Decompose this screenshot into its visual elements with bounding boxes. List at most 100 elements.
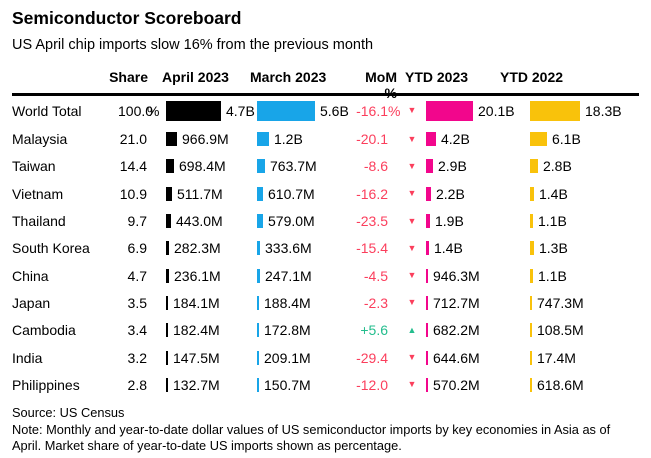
mom-percent-value: -16.2 (356, 185, 388, 202)
share-value: 9.7 (127, 213, 147, 230)
ytd-2023-cell: 1.9B (426, 213, 530, 229)
ytd-2023-bar (426, 323, 428, 338)
march-2023-cell: 610.7M (257, 186, 348, 202)
ytd-2022-bar (530, 323, 532, 338)
march-2023-bar (257, 100, 315, 121)
ytd-2023-value: 2.2B (436, 185, 465, 202)
mom-percent-value: -4.5 (363, 267, 388, 284)
march-2023-cell: 188.4M (257, 295, 348, 311)
mom-percent-value: -16.1% (356, 102, 401, 119)
ytd-2023-cell: 570.2M (426, 377, 530, 393)
country-label: Cambodia (12, 322, 76, 339)
column-header-share: Share (109, 69, 148, 85)
ytd-2022-bar (530, 295, 532, 310)
chart-footer: Source: US Census Note: Monthly and year… (0, 405, 651, 455)
march-2023-bar (257, 268, 260, 283)
table-row: Malaysia 21.0 966.9M 1.2B -20.1 ▼ 4.2B 6… (0, 126, 651, 153)
ytd-2023-bar (426, 159, 433, 174)
march-2023-value: 579.0M (268, 213, 315, 230)
march-2023-cell: 209.1M (257, 350, 348, 366)
ytd-2023-cell: 20.1B (426, 100, 530, 121)
april-2023-bar (166, 100, 221, 121)
share-value: 4.7 (127, 267, 147, 284)
april-2023-cell: 4.7B (166, 100, 257, 121)
ytd-2023-cell: 644.6M (426, 350, 530, 366)
column-header-march-2023: March 2023 (250, 69, 327, 85)
april-2023-bar (166, 214, 171, 229)
ytd-2022-value: 1.1B (538, 267, 567, 284)
april-2023-value: 147.5M (173, 349, 220, 366)
april-2023-value: 282.3M (174, 240, 221, 257)
ytd-2023-cell: 2.9B (426, 158, 530, 174)
march-2023-cell: 172.8M (257, 322, 348, 338)
april-2023-cell: 132.7M (166, 377, 257, 393)
header-divider-rule (12, 93, 639, 96)
ytd-2023-cell: 682.2M (426, 322, 530, 338)
ytd-2022-cell: 17.4M (530, 350, 651, 366)
country-label: Malaysia (12, 131, 68, 148)
mom-percent-value: -20.1 (356, 131, 388, 148)
march-2023-value: 333.6M (265, 240, 312, 257)
april-2023-bar (166, 132, 177, 147)
april-2023-value: 511.7M (177, 185, 223, 202)
ytd-2023-value: 20.1B (478, 102, 515, 119)
ytd-2022-cell: 1.1B (530, 213, 651, 229)
march-2023-bar (257, 323, 259, 338)
march-2023-cell: 1.2B (257, 131, 348, 147)
triangle-down-icon: ▼ (407, 270, 417, 281)
march-2023-bar (257, 214, 263, 229)
ytd-2022-value: 618.6M (537, 376, 584, 393)
triangle-down-icon: ▼ (407, 160, 417, 171)
april-2023-value: 443.0M (176, 213, 223, 230)
country-label: Philippines (12, 376, 80, 393)
april-2023-bar (166, 377, 168, 392)
triangle-down-icon: ▼ (407, 379, 417, 390)
march-2023-cell: 579.0M (257, 213, 348, 229)
ytd-2022-value: 17.4M (537, 349, 576, 366)
mom-percent-value: -29.4 (356, 349, 388, 366)
mom-percent-value: -8.6 (363, 158, 388, 175)
ytd-2022-bar (530, 241, 534, 256)
march-2023-value: 247.1M (265, 267, 312, 284)
ytd-2022-cell: 1.1B (530, 268, 651, 284)
ytd-2023-bar (426, 132, 436, 147)
triangle-down-icon: ▼ (407, 297, 417, 308)
ytd-2023-value: 4.2B (441, 131, 470, 148)
ytd-2023-value: 946.3M (433, 267, 480, 284)
april-2023-value: 966.9M (182, 131, 229, 148)
ytd-2023-bar (426, 186, 431, 201)
triangle-down-icon: ▼ (407, 352, 417, 363)
ytd-2022-value: 747.3M (537, 294, 584, 311)
ytd-2022-bar (530, 214, 533, 229)
ytd-2023-cell: 946.3M (426, 268, 530, 284)
april-2023-cell: 443.0M (166, 213, 257, 229)
country-label: South Korea (12, 240, 90, 257)
april-2023-cell: 184.1M (166, 295, 257, 311)
march-2023-cell: 5.6B (257, 100, 349, 121)
triangle-up-icon: ▲ (407, 324, 417, 335)
march-2023-value: 610.7M (268, 185, 315, 202)
triangle-down-icon: ▼ (407, 215, 417, 226)
march-2023-value: 209.1M (264, 349, 311, 366)
table-row: World Total 100.0% 4.7B 5.6B -16.1% ▼ 20… (0, 96, 651, 126)
ytd-2022-bar (530, 132, 547, 147)
ytd-2022-bar (530, 350, 532, 365)
share-value: 3.2 (127, 349, 147, 366)
column-header-april-2023: April 2023 (162, 69, 229, 85)
country-label: World Total (12, 102, 82, 119)
ytd-2022-value: 6.1B (552, 131, 581, 148)
ytd-2022-cell: 747.3M (530, 295, 651, 311)
ytd-2022-value: 18.3B (585, 102, 622, 119)
march-2023-value: 1.2B (274, 131, 303, 148)
april-2023-cell: 511.7M (166, 186, 257, 202)
ytd-2023-bar (426, 268, 428, 283)
april-2023-cell: 698.4M (166, 158, 257, 174)
ytd-2022-bar (530, 268, 533, 283)
ytd-2023-value: 570.2M (433, 376, 480, 393)
ytd-2023-value: 712.7M (433, 294, 480, 311)
ytd-2022-cell: 108.5M (530, 322, 651, 338)
ytd-2023-bar (426, 214, 430, 229)
march-2023-value: 150.7M (264, 376, 311, 393)
country-label: Vietnam (12, 185, 64, 202)
country-label: India (12, 349, 43, 366)
